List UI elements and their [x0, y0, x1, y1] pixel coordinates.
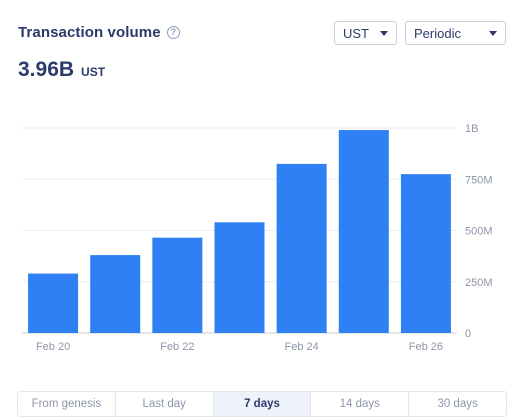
mode-selected-value: Periodic — [414, 25, 461, 41]
y-tick-label: 500M — [465, 226, 493, 238]
x-tick-label: Feb 20 — [36, 341, 70, 353]
y-tick-label: 750M — [465, 174, 493, 186]
total-volume: 3.96B UST — [18, 58, 105, 82]
time-range-tabs: From genesis Last day 7 days 14 days 30 days — [17, 391, 507, 417]
range-tab-from-genesis[interactable]: From genesis — [18, 392, 116, 416]
x-tick-label: Feb 24 — [285, 341, 319, 353]
period-mode-dropdown[interactable]: Periodic — [405, 21, 506, 45]
bar-feb-24[interactable] — [276, 163, 327, 333]
total-volume-unit: UST — [81, 65, 106, 79]
bar-feb-26[interactable] — [400, 174, 451, 333]
transaction-volume-chart: 0 250M 500M 750M 1B Feb 20 Feb 22 Feb 24 Feb 26 — [22, 123, 493, 353]
currency-selected-value: UST — [343, 25, 369, 41]
chart-header: Transaction volume ? — [18, 24, 180, 41]
range-tab-30-days[interactable]: 30 days — [437, 398, 478, 410]
currency-dropdown[interactable]: UST — [334, 21, 397, 45]
bar-feb-23[interactable] — [214, 222, 265, 333]
bar-feb-20[interactable] — [28, 273, 79, 333]
range-tab-last-day[interactable]: Last day — [116, 392, 214, 416]
chart-title: Transaction volume — [18, 24, 161, 41]
bar-feb-21[interactable] — [90, 255, 141, 333]
y-tick-label: 1B — [465, 123, 478, 135]
y-tick-label: 0 — [465, 328, 471, 340]
bar-feb-22[interactable] — [152, 237, 203, 333]
chevron-down-icon — [489, 31, 497, 36]
bar-feb-25[interactable] — [338, 130, 389, 333]
range-tab-14-days[interactable]: 14 days — [311, 392, 410, 416]
range-tab-7-days[interactable]: 7 days — [213, 392, 312, 416]
x-tick-label: Feb 22 — [160, 341, 194, 353]
question-circle-icon[interactable]: ? — [166, 26, 180, 39]
x-tick-label: Feb 26 — [409, 341, 443, 353]
y-tick-label: 250M — [465, 277, 493, 289]
total-volume-value: 3.96B — [18, 58, 75, 81]
chevron-down-icon — [380, 31, 388, 36]
